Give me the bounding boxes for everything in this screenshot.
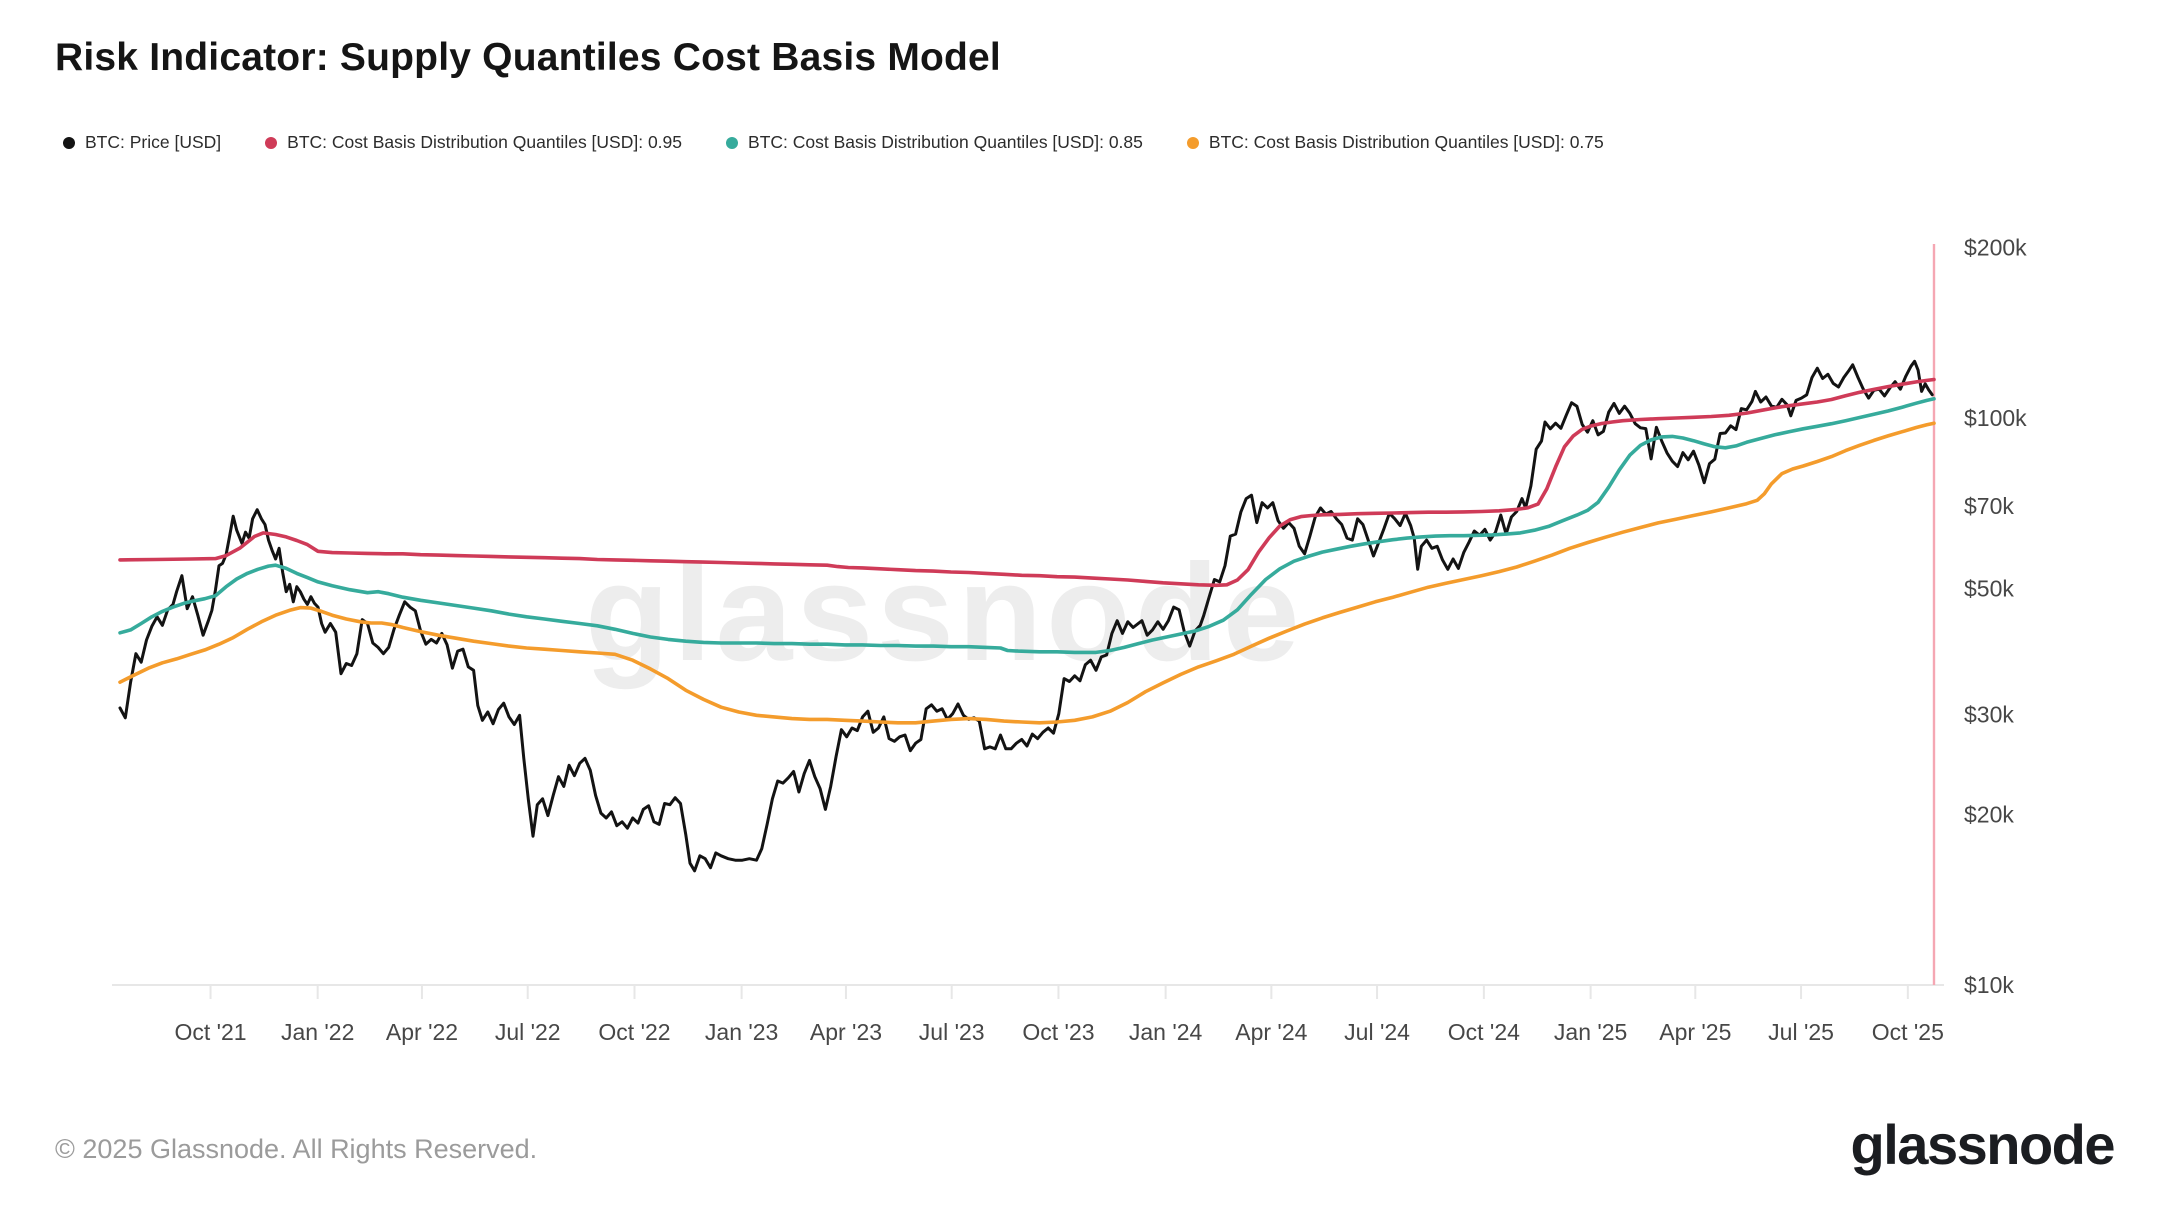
x-tick-label: Apr '23 bbox=[810, 1019, 882, 1045]
x-tick-label: Apr '25 bbox=[1659, 1019, 1731, 1045]
y-tick-label: $10k bbox=[1964, 972, 2014, 998]
chart-legend: BTC: Price [USD] BTC: Cost Basis Distrib… bbox=[63, 132, 1604, 153]
y-tick-label: $200k bbox=[1964, 234, 2027, 260]
x-tick-label: Jul '24 bbox=[1344, 1019, 1410, 1045]
legend-marker-icon bbox=[1186, 136, 1199, 149]
x-tick-label: Jan '25 bbox=[1554, 1019, 1627, 1045]
legend-item-quantile-085[interactable]: BTC: Cost Basis Distribution Quantiles [… bbox=[726, 132, 1143, 153]
page-title: Risk Indicator: Supply Quantiles Cost Ba… bbox=[55, 36, 1001, 79]
x-tick-label: Jul '25 bbox=[1768, 1019, 1834, 1045]
x-axis: Oct '21 Jan '22 Apr '22 Jul '22 Oct '22 Jan '… bbox=[112, 984, 1944, 1045]
legend-item-quantile-095[interactable]: BTC: Cost Basis Distribution Quantiles [… bbox=[265, 132, 682, 153]
legend-item-label: BTC: Cost Basis Distribution Quantiles [… bbox=[748, 132, 1143, 152]
x-tick-label: Oct '21 bbox=[174, 1019, 246, 1045]
legend-item-label: BTC: Price [USD] bbox=[85, 132, 222, 152]
x-tick-label: Oct '22 bbox=[598, 1019, 670, 1045]
x-tick-label: Jan '23 bbox=[705, 1019, 778, 1045]
x-tick-label: Jul '22 bbox=[495, 1019, 561, 1045]
y-tick-label: $20k bbox=[1964, 801, 2014, 827]
x-tick-label: Jul '23 bbox=[919, 1019, 985, 1045]
legend-item-quantile-075[interactable]: BTC: Cost Basis Distribution Quantiles [… bbox=[1186, 132, 1604, 153]
glassnode-logo: glassnode bbox=[1850, 1113, 2116, 1176]
x-tick-label: Oct '24 bbox=[1448, 1019, 1520, 1045]
legend-item-label: BTC: Cost Basis Distribution Quantiles [… bbox=[287, 132, 683, 152]
x-tick-label: Jan '24 bbox=[1129, 1019, 1203, 1045]
x-tick-label: Apr '24 bbox=[1235, 1019, 1307, 1045]
x-tick-label: Oct '23 bbox=[1022, 1019, 1094, 1045]
y-tick-label: $30k bbox=[1964, 701, 2014, 727]
x-tick-label: Apr '22 bbox=[386, 1019, 458, 1045]
legend-marker-icon bbox=[63, 136, 75, 149]
copyright-text: © 2025 Glassnode. All Rights Reserved. bbox=[55, 1134, 538, 1164]
series-line bbox=[118, 396, 1936, 655]
legend-item-btc-price[interactable]: BTC: Price [USD] bbox=[63, 132, 221, 153]
y-tick-label: $70k bbox=[1964, 493, 2014, 519]
x-tick-label: Oct '25 bbox=[1872, 1019, 1944, 1045]
y-axis: $200k $100k $70k $50k $30k $20k $10k bbox=[1964, 234, 2027, 998]
series-line bbox=[118, 421, 1936, 725]
legend-marker-icon bbox=[265, 136, 278, 149]
legend-item-label: BTC: Cost Basis Distribution Quantiles [… bbox=[1208, 132, 1604, 152]
y-tick-label: $100k bbox=[1964, 405, 2027, 431]
legend-marker-icon bbox=[726, 136, 739, 149]
series-line bbox=[118, 377, 1936, 588]
y-tick-label: $50k bbox=[1964, 576, 2014, 602]
x-tick-label: Jan '22 bbox=[281, 1019, 354, 1045]
